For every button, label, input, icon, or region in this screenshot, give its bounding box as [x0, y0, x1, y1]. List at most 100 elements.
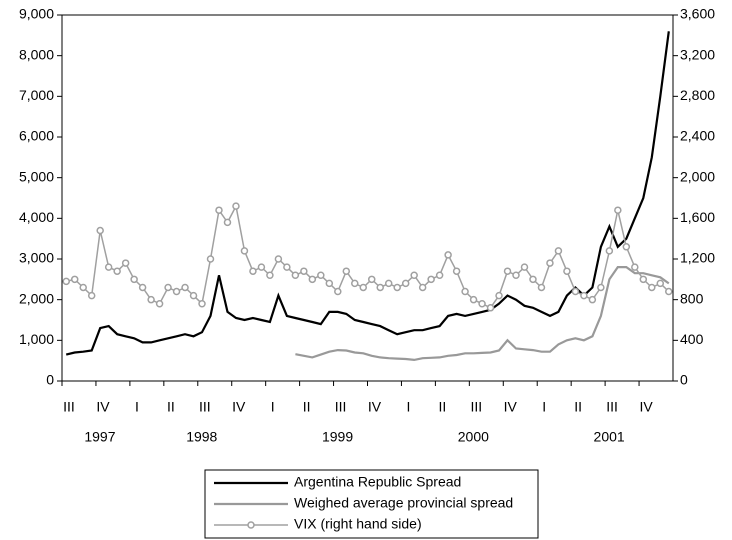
series-marker: [121, 259, 130, 267]
series-marker: [189, 291, 198, 300]
series-marker: [435, 271, 444, 280]
series-marker: [96, 226, 104, 235]
x-tick-label: II: [303, 399, 311, 415]
series-line: [65, 31, 670, 356]
y-tick-label: 4,000: [19, 209, 54, 225]
series-marker: [113, 267, 121, 275]
series-marker: [215, 206, 223, 214]
series-marker: [249, 267, 257, 275]
x-tick-label: II: [167, 399, 175, 415]
series-marker: [461, 287, 469, 296]
y-tick-label: 2,000: [19, 290, 54, 306]
series-marker: [631, 263, 639, 271]
x-tick-label: I: [135, 399, 139, 415]
y2-tick-label: 2,400: [680, 128, 715, 144]
x-tick-label: III: [606, 399, 618, 415]
series-marker: [597, 283, 605, 292]
series-marker: [155, 299, 164, 308]
series-marker: [571, 287, 580, 296]
series-marker: [588, 295, 597, 304]
series-marker: [605, 247, 614, 255]
series-marker: [300, 267, 308, 275]
series-marker: [648, 283, 656, 292]
series-marker: [70, 275, 79, 284]
x-tick-label: IV: [232, 399, 246, 415]
series-marker: [384, 279, 393, 288]
y2-tick-label: 3,200: [680, 46, 715, 62]
series-marker: [164, 283, 172, 292]
series-marker: [223, 218, 232, 227]
y2-tick-label: 400: [680, 331, 704, 347]
legend-label: Weighed average provincial spread: [294, 495, 513, 511]
series-marker: [376, 283, 384, 292]
y-tick-label: 0: [46, 372, 54, 388]
series-marker: [495, 291, 503, 300]
y2-tick-label: 1,200: [680, 250, 715, 266]
x-tick-label: IV: [639, 399, 653, 415]
x-tick-label: I: [542, 399, 546, 415]
series-marker: [503, 267, 512, 275]
y-tick-label: 8,000: [19, 46, 54, 62]
x-tick-label: II: [438, 399, 446, 415]
y-tick-label: 9,000: [19, 6, 54, 22]
y2-tick-label: 800: [680, 290, 704, 306]
series-marker: [452, 267, 461, 275]
series-marker: [665, 287, 673, 296]
series-marker: [520, 263, 529, 271]
series-marker: [351, 279, 359, 288]
series-marker: [325, 279, 334, 288]
series-marker: [79, 283, 87, 292]
y2-tick-label: 2,000: [680, 168, 715, 184]
series-marker: [198, 299, 206, 308]
y-tick-label: 6,000: [19, 128, 54, 144]
plot-frame: [61, 14, 674, 382]
series-marker: [529, 275, 537, 284]
series-marker: [469, 295, 478, 304]
x-tick-label: I: [271, 399, 275, 415]
y-tick-label: 5,000: [19, 168, 54, 184]
y2-tick-label: 1,600: [680, 209, 715, 225]
series-marker: [181, 283, 189, 292]
series-marker: [401, 279, 410, 288]
series-marker: [62, 277, 70, 286]
y-tick-label: 3,000: [19, 250, 54, 266]
y-tick-label: 7,000: [19, 87, 54, 103]
x-tick-label: IV: [96, 399, 110, 415]
series-marker: [104, 263, 113, 271]
series-marker: [240, 247, 249, 255]
series-marker: [427, 275, 435, 284]
series-marker: [418, 283, 427, 292]
series-marker: [554, 247, 563, 255]
series-marker: [546, 259, 554, 267]
series-marker: [317, 271, 325, 280]
x-tick-label: III: [63, 399, 75, 415]
year-label: 1998: [186, 429, 217, 445]
series-marker: [130, 275, 138, 284]
series-marker: [266, 271, 274, 280]
series-marker: [444, 251, 452, 259]
legend-label: Argentina Republic Spread: [294, 474, 461, 490]
series-marker: [147, 295, 155, 304]
series-marker: [614, 206, 622, 214]
series-marker: [537, 283, 546, 292]
series-marker: [367, 275, 376, 284]
x-tick-label: III: [335, 399, 347, 415]
series-marker: [639, 275, 648, 284]
series-marker: [283, 263, 291, 271]
x-tick-label: I: [406, 399, 410, 415]
series-marker: [342, 267, 351, 275]
series-marker: [206, 255, 215, 263]
year-label: 1999: [322, 429, 353, 445]
series-marker: [359, 283, 368, 292]
year-label: 2001: [594, 429, 625, 445]
series-marker: [486, 304, 495, 312]
x-tick-label: III: [199, 399, 211, 415]
series-marker: [656, 279, 665, 288]
legend-marker: [247, 521, 255, 529]
series-marker: [622, 243, 631, 251]
y2-tick-label: 3,600: [680, 6, 715, 22]
series-marker: [87, 291, 96, 300]
series-marker: [257, 263, 266, 271]
x-tick-label: II: [574, 399, 582, 415]
